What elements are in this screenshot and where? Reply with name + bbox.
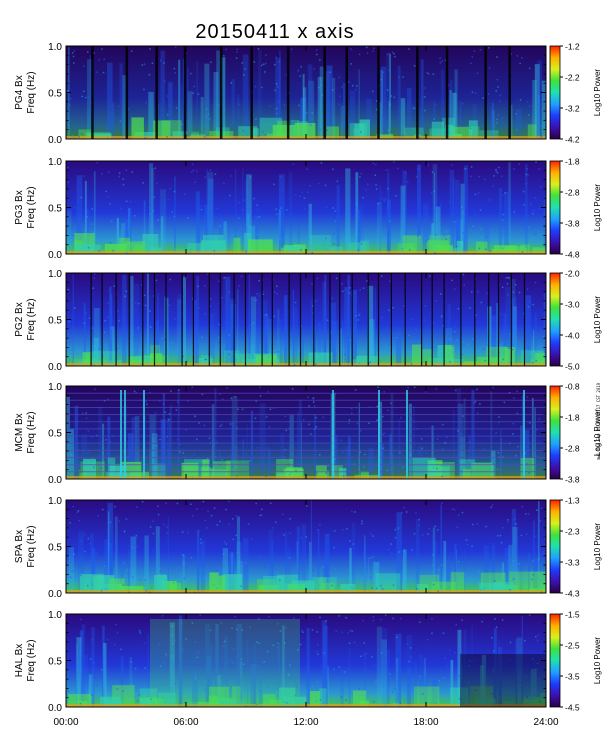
panel-freq-label: Freq (Hz) xyxy=(26,525,37,567)
colorbar-tick-label: -1.3 xyxy=(565,496,580,506)
colorbar-label: Log10 Power xyxy=(593,637,602,684)
colorbar xyxy=(549,499,561,594)
colorbar-tick-label: -1.8 xyxy=(565,157,580,167)
panel-6: 0.0 0.5 1.0 HAL Bx Freq (Hz) -1.5 -2.5 -3.5 -4.5… xyxy=(14,610,602,715)
colorbar-label: Log10 Power xyxy=(593,184,602,231)
spectrogram-6 xyxy=(66,614,546,707)
colorbar-tick-label: -1.2 xyxy=(565,42,580,52)
x-tick-label: 06:00 xyxy=(173,717,198,728)
panel-freq-label: Freq (Hz) xyxy=(26,71,37,113)
colorbar-tick-label: -4.3 xyxy=(565,589,580,599)
panel-2: 0.0 0.5 1.0 PG3 Bx Freq (Hz) -1.8 -2.8 -3.8 -4.8… xyxy=(14,157,602,262)
colorbar-tick-label: -4.8 xyxy=(565,250,580,260)
panel-freq-label: Freq (Hz) xyxy=(26,186,37,228)
colorbar-tick-label: -3.2 xyxy=(565,104,580,114)
panel-5: 0.0 0.5 1.0 SPA Bx Freq (Hz) -1.3 -2.3 -3.3 -4.3… xyxy=(14,496,602,601)
y-tick-label: 0.5 xyxy=(48,204,62,215)
colorbar-tick-label: -3.8 xyxy=(565,475,580,485)
colorbar-label: Log10 Power xyxy=(593,523,602,570)
colorbar-tick-label: -2.0 xyxy=(565,269,580,279)
colorbar-tick-label: -3.3 xyxy=(565,558,580,568)
panel-ylabel: HAL Bx xyxy=(14,644,25,678)
panel-4: 0.0 0.5 1.0 MCM Bx Freq (Hz) -0.8 -1.8 -2.8 -3.8… xyxy=(14,382,602,487)
y-tick-label: 0.0 xyxy=(48,135,62,146)
colorbar xyxy=(549,160,561,255)
panel-ylabel: MCM Bx xyxy=(14,413,25,451)
y-tick-label: 1.0 xyxy=(48,610,62,621)
side-note: mwl Tue Sep 24 09:49:17 CST 2019 xyxy=(596,382,601,460)
x-tick-label: 00:00 xyxy=(53,717,78,728)
y-tick-label: 0.0 xyxy=(48,589,62,600)
x-tick-label: 12:00 xyxy=(293,717,318,728)
colorbar xyxy=(549,385,561,480)
colorbar-tick-label: -2.3 xyxy=(565,527,580,537)
colorbar-tick-label: -3.0 xyxy=(565,300,580,310)
colorbar-tick-label: -4.2 xyxy=(565,135,580,145)
y-tick-label: 1.0 xyxy=(48,382,62,393)
y-tick-label: 1.0 xyxy=(48,42,62,53)
chart-title: 20150411 x axis xyxy=(195,21,354,43)
y-tick-label: 0.5 xyxy=(48,543,62,554)
y-tick-label: 1.0 xyxy=(48,496,62,507)
panel-freq-label: Freq (Hz) xyxy=(26,639,37,681)
colorbar-tick-label: -1.8 xyxy=(565,413,580,423)
spectrogram-4 xyxy=(66,386,546,479)
colorbar-tick-label: -3.8 xyxy=(565,219,580,229)
y-tick-label: 0.5 xyxy=(48,657,62,668)
colorbar xyxy=(549,272,561,367)
x-tick-label: 18:00 xyxy=(413,717,438,728)
spectrogram-5 xyxy=(66,500,546,593)
colorbar-tick-label: -0.8 xyxy=(565,382,580,392)
colorbar-tick-label: -1.5 xyxy=(565,610,580,620)
colorbar-tick-label: -2.2 xyxy=(565,73,580,83)
colorbar-tick-label: -3.5 xyxy=(565,672,580,682)
y-tick-label: 0.0 xyxy=(48,475,62,486)
y-tick-label: 0.0 xyxy=(48,250,62,261)
y-tick-label: 0.0 xyxy=(48,362,62,373)
y-tick-label: 0.0 xyxy=(48,703,62,714)
panel-freq-label: Freq (Hz) xyxy=(26,411,37,453)
colorbar-label: Log10 Power xyxy=(593,409,602,456)
spectrogram-3 xyxy=(66,273,546,366)
y-tick-label: 0.5 xyxy=(48,316,62,327)
colorbar-label: Log10 Power xyxy=(593,69,602,116)
colorbar xyxy=(549,613,561,708)
colorbar-tick-label: -5.0 xyxy=(565,362,580,372)
panel-freq-label: Freq (Hz) xyxy=(26,298,37,340)
panel-ylabel: PG4 Bx xyxy=(14,75,25,109)
y-tick-label: 0.5 xyxy=(48,429,62,440)
colorbar-tick-label: -4.5 xyxy=(565,703,580,713)
spectrogram-1 xyxy=(66,46,546,139)
colorbar-tick-label: -2.8 xyxy=(565,444,580,454)
colorbar xyxy=(549,45,561,140)
panel-3: 0.0 0.5 1.0 PG2 Bx Freq (Hz) -2.0 -3.0 -4.0 -5.0… xyxy=(14,269,602,374)
panel-1: 0.0 0.5 1.0 PG4 Bx Freq (Hz) -1.2 -2.2 -3.2 -4.2… xyxy=(14,42,602,147)
panel-ylabel: PG2 Bx xyxy=(14,302,25,336)
y-tick-label: 1.0 xyxy=(48,269,62,280)
colorbar-tick-label: -2.8 xyxy=(565,188,580,198)
y-tick-label: 0.5 xyxy=(48,89,62,100)
colorbar-tick-label: -4.0 xyxy=(565,331,580,341)
y-tick-label: 1.0 xyxy=(48,157,62,168)
colorbar-label: Log10 Power xyxy=(593,296,602,343)
spectrogram-2 xyxy=(66,161,546,254)
panel-ylabel: PG3 Bx xyxy=(14,190,25,224)
x-axis: 00:00 06:00 12:00 18:00 24:00 xyxy=(53,717,558,728)
colorbar-tick-label: -2.5 xyxy=(565,641,580,651)
panel-ylabel: SPA Bx xyxy=(14,530,25,563)
x-tick-label: 24:00 xyxy=(533,717,558,728)
